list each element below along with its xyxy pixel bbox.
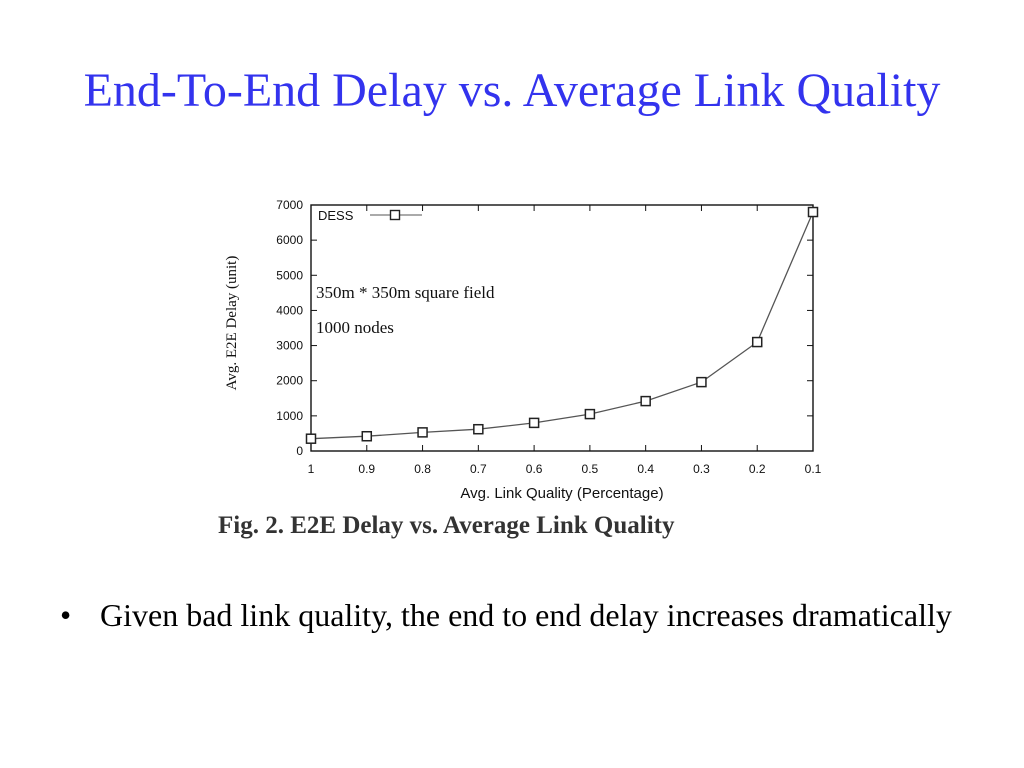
x-tick-label: 0.3 [693,462,710,476]
x-tick-label: 0.5 [582,462,599,476]
x-tick-label: 0.2 [749,462,766,476]
data-point [640,395,651,407]
data-point [361,430,373,442]
data-point [417,427,428,438]
y-tick-label: 0 [296,444,303,458]
annotation-field: 350m * 350m square field [316,283,495,302]
legend-marker [389,209,401,221]
y-axis-label: Avg. E2E Delay (unit) [224,256,240,391]
annotation-nodes: 1000 nodes [316,318,394,337]
bullet-list: • Given bad link quality, the end to end… [60,596,980,634]
x-tick-label: 0.4 [637,462,654,476]
data-point [807,206,819,218]
y-tick-label: 3000 [276,339,303,353]
slide-title: End-To-End Delay vs. Average Link Qualit… [83,64,941,117]
legend-label: DESS [318,208,354,223]
data-point [473,423,484,435]
x-tick-label: 0.8 [414,462,431,476]
plot-frame [310,204,814,452]
chart: 0 1000 2000 3000 4000 5000 6000 7000 1 0.9 0.8 0.7 0… [224,198,822,502]
bullet-marker: • [60,597,72,633]
y-tick-label: 5000 [276,268,303,282]
y-tick-label: 4000 [276,303,303,317]
x-tick-label: 0.6 [526,462,543,476]
y-tick-label: 1000 [276,409,303,423]
figure-caption: Fig. 2. E2E Delay vs. Average Link Quali… [218,512,675,539]
x-tick-label: 0.9 [358,462,375,476]
series-dess [305,206,819,444]
data-point [751,336,763,348]
data-point [696,376,707,388]
x-tick-label: 0.7 [470,462,487,476]
tick-labels: 0 1000 2000 3000 4000 5000 6000 7000 1 0.9 0.8 0.7 0… [276,198,821,476]
series-line [310,211,814,440]
y-tick-label: 2000 [276,374,303,388]
axes [310,204,814,452]
bullet-item: • Given bad link quality, the end to end… [60,596,980,634]
y-tick-label: 6000 [276,233,303,247]
data-point [584,408,596,420]
x-tick-label: 1 [308,462,315,476]
y-tick-label: 7000 [276,198,303,212]
data-point [528,417,540,429]
legend: DESS [318,208,422,223]
x-axis-label: Avg. Link Quality (Percentage) [460,485,663,502]
x-tick-label: 0.1 [805,462,822,476]
bullet-text: Given bad link quality, the end to end d… [100,597,952,633]
data-point [305,433,317,444]
